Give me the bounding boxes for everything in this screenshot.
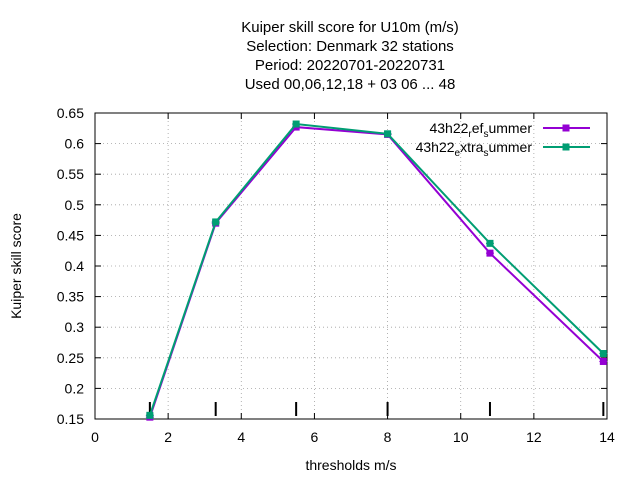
x-tick-label: 8 xyxy=(384,429,392,445)
x-tick-label: 4 xyxy=(237,429,245,445)
y-tick-label: 0.55 xyxy=(57,166,84,182)
x-tick-label: 0 xyxy=(91,429,99,445)
threshold-markers xyxy=(148,402,605,416)
legend-label: 43h22refsummer xyxy=(429,120,532,140)
title-line: Kuiper skill score for U10m (m/s) xyxy=(241,19,459,36)
y-tick-labels: 0.15 0.2 0.25 0.3 0.35 0.4 0.45 0.5 0.55 0.6 0.65 xyxy=(57,105,84,427)
legend-subscript: r xyxy=(468,129,472,140)
y-tick-label: 0.5 xyxy=(65,197,85,213)
x-tick-label: 2 xyxy=(164,429,172,445)
legend-text-part: 43h22 xyxy=(429,120,468,136)
legend-subscript: s xyxy=(483,148,488,159)
x-axis-label: thresholds m/s xyxy=(305,457,396,473)
title-line: Period: 20220701-20220731 xyxy=(255,57,445,74)
legend-swatch-point xyxy=(562,124,570,132)
y-tick-label: 0.65 xyxy=(57,105,84,121)
y-tick-label: 0.6 xyxy=(65,136,85,152)
x-tick-label: 12 xyxy=(526,429,542,445)
legend-swatch-point xyxy=(562,143,570,151)
legend-subscript: e xyxy=(455,148,461,159)
y-tick-label: 0.3 xyxy=(65,319,85,335)
chart-title: Kuiper skill score for U10m (m/s) Selecti… xyxy=(241,19,459,93)
legend-subscript: s xyxy=(483,129,488,140)
y-tick-label: 0.15 xyxy=(57,411,84,427)
series-line xyxy=(148,122,605,416)
x-tick-label: 6 xyxy=(311,429,319,445)
y-tick-label: 0.4 xyxy=(65,258,85,274)
legend-text-part: 43h22 xyxy=(416,139,455,155)
axis-ticks xyxy=(94,112,608,420)
x-tick-label: 14 xyxy=(599,429,615,445)
series-1 xyxy=(145,120,608,419)
series-line xyxy=(148,126,605,418)
title-line: Selection: Denmark 32 stations xyxy=(246,38,454,55)
series-0 xyxy=(145,123,608,421)
legend-text-part: xtra xyxy=(460,139,484,155)
x-tick-labels: 0 2 4 6 8 10 12 14 xyxy=(91,429,615,445)
y-axis-label: Kuiper skill score xyxy=(8,213,24,319)
y-tick-label: 0.35 xyxy=(57,289,84,305)
y-tick-label: 0.45 xyxy=(57,227,84,243)
y-tick-label: 0.2 xyxy=(65,380,85,396)
legend-label: 43h22extrasummer xyxy=(416,139,533,159)
grid xyxy=(95,113,607,419)
x-tick-label: 10 xyxy=(453,429,469,445)
series xyxy=(145,120,608,421)
title-line: Used 00,06,12,18 + 03 06 ... 48 xyxy=(245,76,456,93)
y-tick-label: 0.25 xyxy=(57,350,84,366)
legend-text-part: ummer xyxy=(488,120,532,136)
legend-text-part: ummer xyxy=(488,139,532,155)
legend-text-part: ef xyxy=(472,120,484,136)
